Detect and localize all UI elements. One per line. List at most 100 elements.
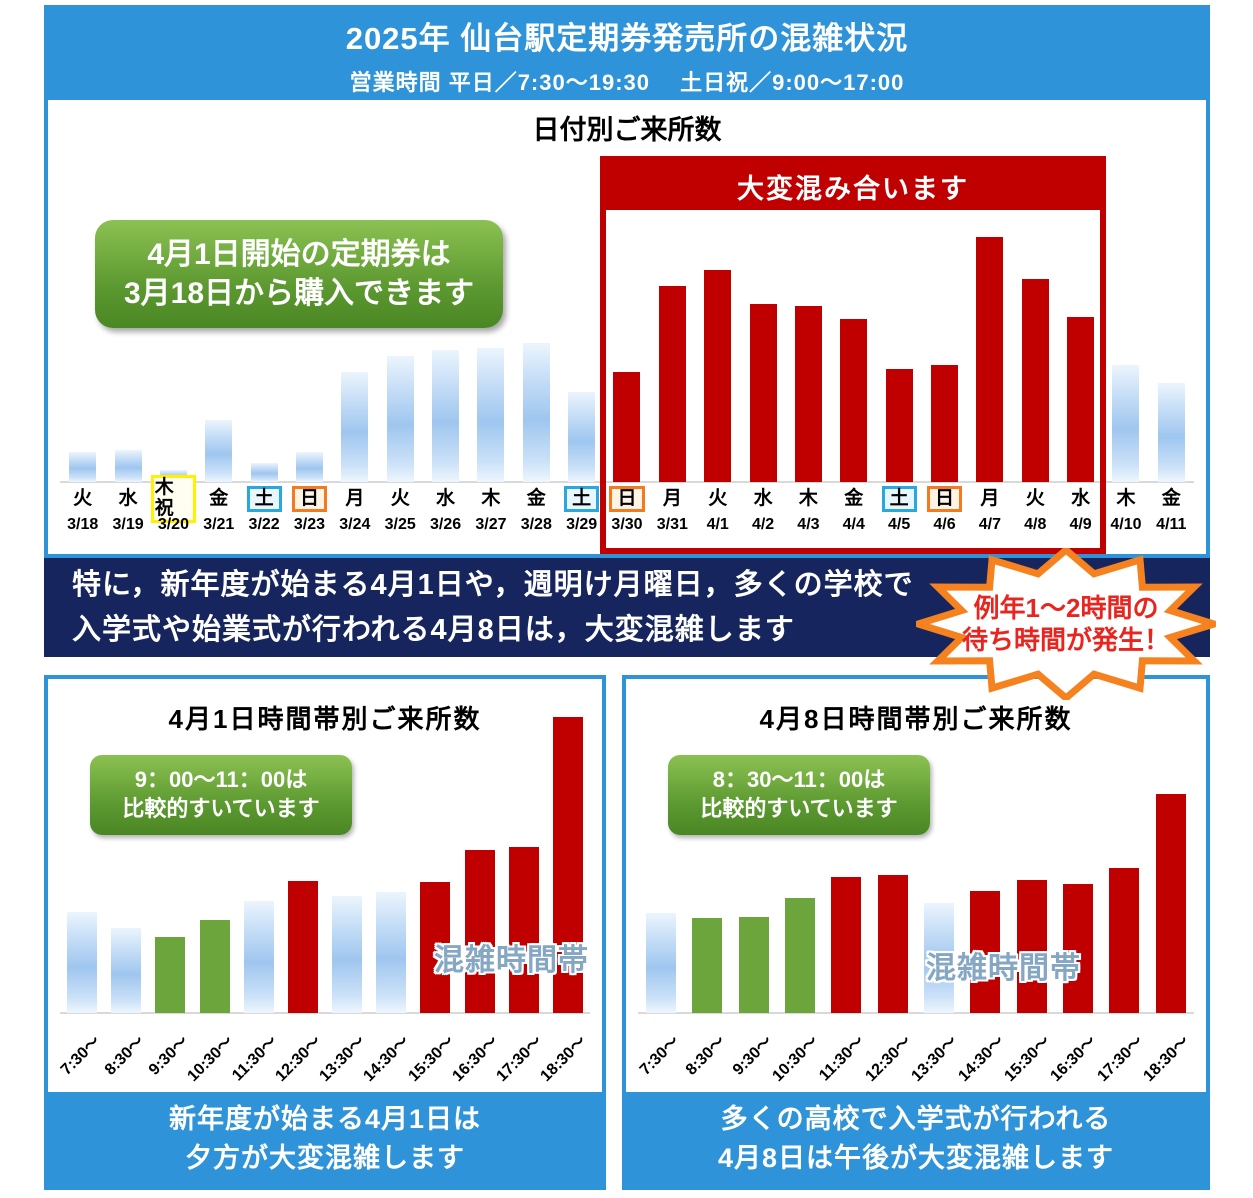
daily-chart-title: 日付別ご来所数 [532,115,722,145]
time-label: 7:30～ [636,1032,683,1079]
chart-slot: 土 3/29 [559,100,604,554]
bar [111,928,142,1013]
date-label: 4/10 [1110,516,1142,533]
time-label-cell: 12:30～ [272,1019,325,1089]
weekday-label: 水 [754,482,773,516]
weekday-label: 土 [246,482,282,516]
time-label-cell: 17:30～ [1094,1019,1147,1089]
bar [432,350,460,482]
time-label-cell: 9:30～ [146,1019,192,1089]
bar [704,270,732,482]
april1-chart-title: 4月1日時間帯別ご来所数 [168,704,482,734]
time-label-cell: 15:30～ [1001,1019,1055,1089]
chart-slot [731,679,777,1013]
weekday-text: 水 [436,487,456,509]
weekday-label: 日 [927,482,963,516]
date-label: 3/29 [566,516,598,533]
date-label: 4/5 [888,516,911,533]
date-label: 4/2 [751,516,775,533]
april8-relief-callout: 8：30～11：00は 比較的すいています [668,755,930,835]
date-label: 4/6 [933,516,956,533]
april8-chart-title: 4月8日時間帯別ご来所数 [759,704,1073,734]
weekday-text: 水 [753,487,773,509]
april1-caption-line-2: 夕方が大変混雑します [185,1143,465,1173]
bar [1155,794,1186,1013]
weekday-label: 土 [881,482,917,516]
bar [970,891,1001,1013]
promo-callout: 4月1日開始の定期券は 3月18日から購入できます [95,220,503,328]
april1-time-labels: 7:30～ 8:30～ 9:30～ 10:30～ 11:30～ 12:30～ 13:30～ 1… [58,1019,590,1089]
date-label: 4/1 [706,516,729,533]
weekday-label: 火 [1026,482,1045,516]
chart-slot [777,679,823,1013]
notice-line-1: 特に，新年度が始まる4月1日や，週明け月曜日，多くの学校で [72,568,914,601]
bar [840,319,868,482]
date-label: 4/7 [978,516,1001,533]
notice-banner: 特に，新年度が始まる4月1日や，週明け月曜日，多くの学校で 入学式や始業式が行わ… [44,558,1210,657]
date-label: 3/31 [656,516,688,533]
wait-time-starburst: 例年1～2時間の 待ち時間が発生！ [916,548,1216,700]
time-label-cell: 11:30～ [817,1019,869,1089]
starburst-icon [916,548,1216,700]
chart-slot [193,679,237,1013]
chart-slot: 火 3/25 [378,100,423,554]
chart-slot: 月 3/24 [332,100,377,554]
weekday-text: 金 [209,487,229,509]
april8-chart-bars [638,679,1194,1013]
date-label: 4/8 [1024,516,1047,533]
weekday-label: 日 [609,482,645,516]
date-label: 3/20 [157,516,189,533]
time-label-cell: 7:30～ [637,1019,684,1089]
chart-slot [502,679,546,1013]
time-label-cell: 12:30～ [862,1019,916,1089]
weekday-label: 火 [391,482,410,516]
weekday-label: 火 [708,482,727,516]
weekday-label: 金 [527,482,546,516]
time-label-cell: 15:30～ [405,1019,457,1089]
bar [924,903,955,1013]
chart-slot: 月 4/7 [967,100,1012,554]
bar [155,937,186,1013]
bar [976,237,1004,482]
bar [1157,383,1185,482]
date-label: 4/4 [842,516,865,533]
weekday-label: 日 [291,482,327,516]
date-label: 3/26 [429,516,462,533]
weekday-text: 金 [526,487,546,509]
time-label-cell: 11:30～ [229,1019,281,1089]
bar [692,918,723,1013]
bar [794,306,822,482]
bar [420,882,451,1013]
weekday-text: 木 [481,487,501,509]
chart-slot [237,679,281,1013]
date-label: 3/19 [112,516,144,533]
bar [646,913,677,1013]
weekday-label: 月 [345,482,364,516]
chart-slot: 木 3/27 [468,100,513,554]
chart-slot: 日 3/30 [604,100,649,554]
time-label-cell: 17:30～ [493,1019,546,1089]
starburst-line-1: 例年1～2時間の [973,592,1159,623]
weekday-text: 水 [1071,487,1091,509]
chart-slot: 月 3/31 [650,100,695,554]
april1-chart-bars [60,679,590,1013]
time-label-cell: 13:30～ [909,1019,962,1089]
time-label-cell: 8:30～ [102,1019,148,1089]
date-label: 3/23 [293,516,326,533]
chart-slot [458,679,502,1013]
april1-relief-line-2: 比較的すいています [122,796,320,821]
bar [477,348,505,482]
chart-slot: 水 3/26 [423,100,468,554]
weekday-text: 金 [844,487,864,509]
bar [552,717,583,1013]
weekday-text: 月 [345,487,365,509]
chart-slot [281,679,325,1013]
chart-slot: 金 4/4 [831,100,876,554]
april1-hourly-panel: 4月1日時間帯別ご来所数 9：00～11：00は 比較的すいています 7:30～… [44,675,606,1190]
april1-chart-baseline [60,1012,590,1014]
april8-chart-baseline [638,1012,1194,1014]
weekday-text: 木 [1116,487,1136,509]
daily-chart: 日付別ご来所数 火 3/18 水 3/19 木祝 3/20 金 3/21 土 3/22 日 3/23 月… [48,100,1206,554]
bar [243,901,274,1013]
chart-slot: 木祝 3/20 [150,100,197,554]
